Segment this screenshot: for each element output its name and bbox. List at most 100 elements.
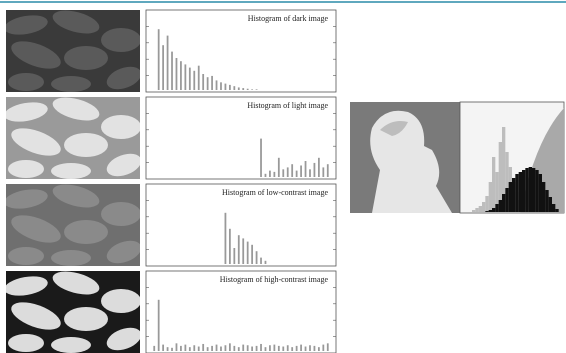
black-histogram-bar [545, 190, 548, 212]
histogram-bar [180, 61, 182, 90]
black-histogram-bar [499, 200, 502, 212]
histogram-bar [260, 258, 262, 264]
black-histogram-bar [552, 204, 555, 212]
black-histogram-bar [522, 170, 525, 212]
low-contrast-image [3, 180, 145, 267]
black-histogram-bar [525, 168, 528, 212]
black-histogram-bar [505, 188, 508, 212]
histogram-bar [162, 345, 164, 351]
histogram-bar [300, 345, 302, 351]
figure: Histogram of dark image Histogram of ligh… [0, 0, 566, 353]
histogram-bar [282, 347, 284, 351]
histogram-bar [309, 169, 311, 177]
histogram-panel: Histogram of low-contrast image [146, 184, 336, 266]
histogram-bar [309, 345, 311, 351]
histogram-bar [229, 85, 231, 90]
black-histogram-bar [489, 210, 492, 212]
histogram-bar [176, 343, 178, 351]
histogram-bar [287, 345, 289, 351]
histogram-bar [207, 347, 209, 351]
histogram-bar [216, 345, 218, 351]
histogram-bar [305, 161, 307, 177]
black-histogram-bar [515, 174, 518, 212]
histogram-title: Histogram of low-contrast image [222, 188, 328, 197]
histogram-bar [207, 77, 209, 90]
gray-histogram-bar [472, 210, 475, 212]
histogram-bar [247, 89, 249, 90]
histogram-bar [322, 167, 324, 177]
histogram-bar [273, 172, 275, 177]
black-histogram-bar [542, 182, 545, 212]
histogram-bar [229, 343, 231, 351]
histogram-bar [198, 347, 200, 351]
histogram-title: Histogram of dark image [248, 14, 329, 23]
right-histogram [460, 102, 564, 213]
histogram-bar [282, 169, 284, 177]
histogram-bar [167, 36, 169, 90]
histogram-bar [273, 345, 275, 351]
histogram-bar [171, 52, 173, 90]
histogram-bar [256, 346, 258, 351]
black-histogram-bar [509, 182, 512, 212]
histogram-bar [193, 345, 195, 351]
histogram-bar [180, 346, 182, 351]
histogram-bar [314, 163, 316, 177]
histogram-bar [153, 346, 155, 351]
histogram-bar [278, 346, 280, 351]
histogram-bar [296, 171, 298, 177]
histogram-bar [184, 64, 186, 90]
black-histogram-bar [549, 197, 552, 212]
histogram-bar [162, 45, 164, 90]
histogram-panel: Histogram of high-contrast image [146, 271, 336, 353]
histogram-bar [291, 164, 293, 177]
black-histogram-bar [485, 211, 488, 212]
histogram-bar [251, 89, 253, 90]
histogram-title: Histogram of light image [247, 101, 328, 110]
histogram-bar [251, 245, 253, 264]
histogram-bar [202, 344, 204, 351]
histogram-bar [256, 89, 258, 90]
gray-histogram-bar [475, 208, 478, 212]
dark-image [3, 6, 145, 93]
histogram-bar [322, 345, 324, 351]
black-histogram-bar [512, 178, 515, 212]
histogram-bar [305, 347, 307, 351]
histogram-bar [238, 235, 240, 264]
histogram-bar [269, 171, 271, 177]
histogram-bar [189, 347, 191, 351]
statue-image [350, 102, 460, 213]
black-histogram-bar [555, 209, 558, 212]
histogram-bar [238, 347, 240, 351]
gray-histogram-bar [492, 157, 495, 212]
histogram-bar [211, 346, 213, 351]
histogram-bar [265, 174, 267, 177]
black-histogram-bar [519, 172, 522, 212]
histogram-bar [327, 164, 329, 177]
histogram-bar [256, 251, 258, 264]
histogram-bar [314, 346, 316, 351]
histogram-bar [247, 242, 249, 264]
histogram-bar [318, 158, 320, 177]
histogram-bar [189, 68, 191, 90]
black-histogram-bar [529, 167, 532, 212]
histogram-bar [269, 345, 271, 351]
histogram-bar [251, 347, 253, 351]
black-histogram-bar [539, 174, 542, 212]
histogram-bar [233, 86, 235, 90]
histogram-bar [220, 82, 222, 90]
histogram-bar [300, 165, 302, 177]
histogram-bar [171, 348, 173, 351]
black-histogram-bar [492, 208, 495, 212]
histogram-bar [211, 76, 213, 90]
histogram-bar [202, 74, 204, 90]
histogram-bar [318, 347, 320, 351]
histogram-bar [167, 347, 169, 351]
gray-histogram-bar [479, 206, 482, 212]
histogram-bar [225, 84, 227, 90]
histogram-bar [278, 158, 280, 177]
histogram-bar [260, 344, 262, 351]
gray-histogram-bar [485, 196, 488, 212]
black-histogram-bar [535, 170, 538, 212]
high-contrast-image [3, 267, 145, 353]
histogram-bar [229, 229, 231, 264]
